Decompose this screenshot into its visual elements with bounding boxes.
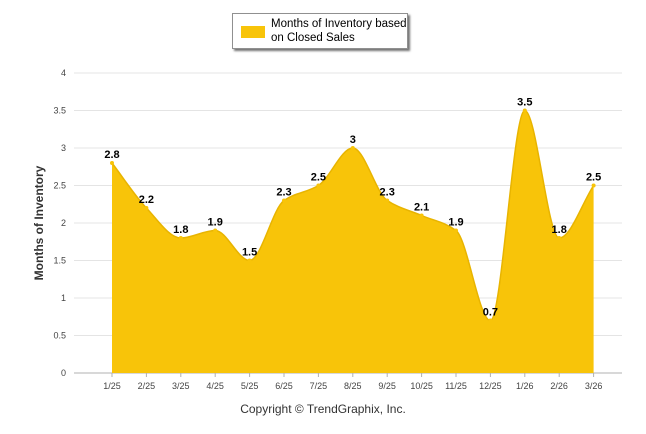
data-label: 2.5 — [311, 172, 326, 184]
legend-label: Months of Inventory based on Closed Sale… — [271, 18, 407, 44]
data-point[interactable] — [522, 108, 527, 113]
data-point[interactable] — [488, 318, 493, 323]
data-label: 1.9 — [448, 217, 463, 229]
data-point[interactable] — [454, 228, 458, 233]
data-point[interactable] — [144, 206, 149, 210]
x-tick-label: 2/26 — [550, 381, 568, 391]
x-tick-label: 10/25 — [410, 381, 433, 391]
x-tick-label: 1/25 — [103, 381, 121, 391]
x-tick-label: 6/25 — [275, 381, 293, 391]
data-label: 0.7 — [483, 307, 498, 319]
data-label: 3.5 — [517, 97, 532, 109]
y-tick-label: 1 — [61, 293, 66, 303]
y-tick-label: 0.5 — [53, 331, 66, 341]
y-tick-label: 2 — [61, 218, 66, 228]
y-tick-label: 4 — [61, 68, 66, 78]
data-label: 1.5 — [242, 247, 257, 259]
x-tick-label: 7/25 — [310, 381, 328, 391]
x-tick-label: 4/25 — [206, 381, 224, 391]
y-tick-label: 1.5 — [53, 256, 66, 266]
data-point[interactable] — [419, 213, 424, 218]
data-label: 2.8 — [104, 149, 119, 161]
x-tick-label: 1/26 — [516, 381, 534, 391]
data-label: 1.8 — [552, 224, 567, 236]
data-point[interactable] — [385, 198, 390, 203]
y-axis-title: Months of Inventory — [32, 165, 46, 280]
data-point[interactable] — [178, 236, 183, 240]
data-point[interactable] — [557, 236, 562, 240]
data-point[interactable] — [591, 183, 596, 188]
x-tick-labels: 1/25 2/25 3/25 4/25 5/25 6/25 7/25 8/25 9/25 10/2… — [103, 381, 602, 391]
data-label: 2.3 — [380, 187, 395, 199]
y-tick-label: 3 — [61, 143, 66, 153]
data-label: 3 — [350, 134, 356, 146]
y-tick-label: 2.5 — [53, 181, 66, 191]
x-tick-label: 8/25 — [344, 381, 362, 391]
y-tick-label: 3.5 — [53, 106, 66, 116]
legend[interactable]: Months of Inventory based on Closed Sale… — [232, 13, 408, 49]
data-label: 2.5 — [586, 172, 601, 184]
legend-swatch — [241, 26, 265, 38]
data-point[interactable] — [110, 161, 114, 165]
data-point[interactable] — [350, 146, 355, 150]
x-tick-label: 3/26 — [585, 381, 603, 391]
data-labels: 2.8 2.2 1.8 1.9 1.5 2.3 2.5 3 2.3 2.1 1.9 0.7 3.5 1.8… — [104, 97, 601, 319]
y-tick-labels: 0 0.5 1 1.5 2 2.5 3 3.5 4 — [53, 68, 66, 378]
data-label: 2.2 — [139, 194, 154, 206]
axes — [74, 372, 622, 377]
data-label: 1.8 — [173, 224, 188, 236]
data-label: 1.9 — [208, 217, 223, 229]
data-point[interactable] — [316, 183, 321, 188]
x-tick-label: 11/25 — [445, 381, 467, 391]
data-label: 2.3 — [276, 187, 291, 199]
x-tick-label: 5/25 — [241, 381, 259, 391]
area-fill — [112, 110, 594, 373]
data-point[interactable] — [247, 258, 252, 263]
area-series — [110, 108, 596, 373]
data-point[interactable] — [213, 228, 218, 233]
x-tick-label: 12/25 — [479, 381, 502, 391]
x-tick-label: 3/25 — [172, 381, 190, 391]
y-tick-label: 0 — [61, 368, 66, 378]
x-tick-label: 2/25 — [138, 381, 156, 391]
x-tick-label: 9/25 — [378, 381, 396, 391]
data-label: 2.1 — [414, 202, 429, 214]
data-point[interactable] — [282, 198, 286, 203]
copyright-text: Copyright © TrendGraphix, Inc. — [240, 402, 406, 416]
